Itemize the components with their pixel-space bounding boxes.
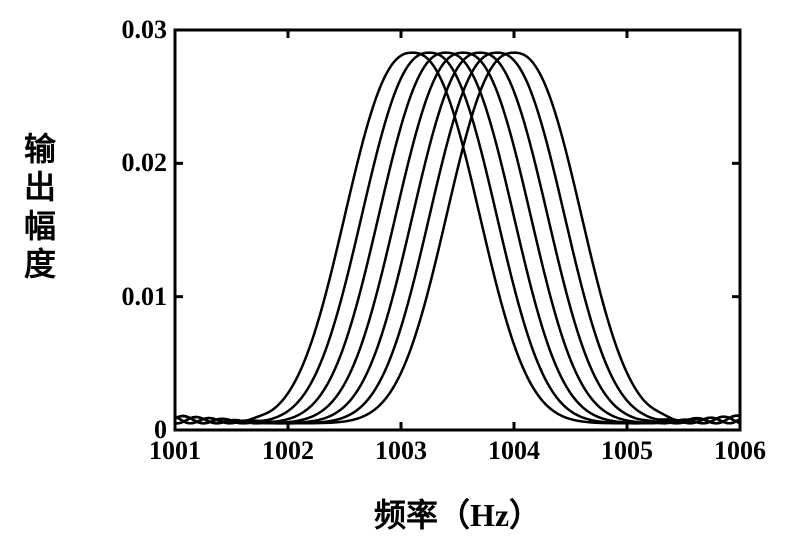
chart-svg <box>0 0 800 553</box>
x-tick-label: 1004 <box>479 436 549 466</box>
x-tick-label: 1005 <box>592 436 662 466</box>
y-tick-label: 0.02 <box>122 148 168 178</box>
chart-container: 输出幅度 频率（Hz） 1001 1002 1003 1004 1005 1006 0 0.0… <box>0 0 800 553</box>
y-tick-label: 0.03 <box>122 15 168 45</box>
x-tick-label: 1003 <box>366 436 436 466</box>
x-tick-label: 1001 <box>140 436 210 466</box>
curve <box>175 53 740 424</box>
y-tick-label: 0.01 <box>122 282 168 312</box>
y-axis-label: 输出幅度 <box>20 130 60 284</box>
y-tick-label: 0 <box>154 415 167 445</box>
x-tick-label: 1006 <box>705 436 775 466</box>
x-axis-label: 频率（Hz） <box>175 490 740 536</box>
x-tick-label: 1002 <box>253 436 323 466</box>
